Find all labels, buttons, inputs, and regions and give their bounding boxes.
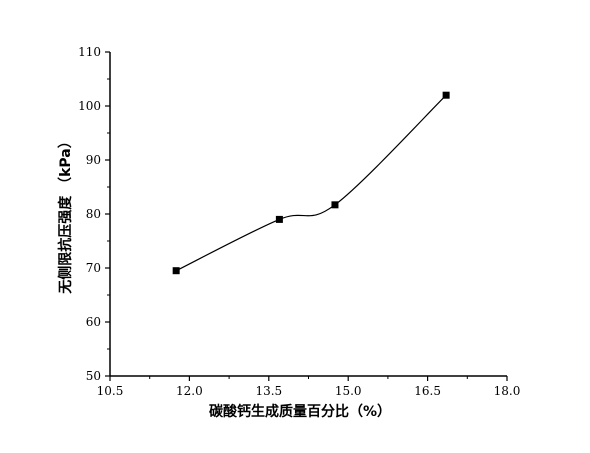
y-tick-label: 110 <box>78 45 101 59</box>
y-tick-label: 60 <box>86 315 101 329</box>
data-point <box>442 91 450 99</box>
x-axis-ticks: 10.5 12.0 13.5 15.0 16.5 18.0 <box>97 376 521 398</box>
x-tick-label: 16.5 <box>414 384 441 398</box>
y-tick-label: 80 <box>86 207 101 221</box>
y-tick-label: 50 <box>86 369 101 383</box>
y-axis-ticks: 50 60 70 80 90 100 110 <box>78 45 110 383</box>
data-point <box>172 267 180 275</box>
x-tick-label: 18.0 <box>494 384 521 398</box>
data-point <box>275 215 283 223</box>
data-point <box>331 201 339 209</box>
series-line <box>175 94 447 272</box>
series-markers <box>172 91 450 275</box>
x-tick-label: 12.0 <box>176 384 203 398</box>
y-axis-title: 无侧限抗压强度 （kPa） <box>57 134 74 295</box>
x-tick-label: 10.5 <box>97 384 124 398</box>
x-tick-label: 15.0 <box>335 384 362 398</box>
y-tick-label: 90 <box>86 153 101 167</box>
y-tick-label: 70 <box>86 261 101 275</box>
x-axis-title: 碳酸钙生成质量百分比（%） <box>209 403 391 420</box>
y-tick-label: 100 <box>78 99 101 113</box>
plot-area <box>109 52 507 377</box>
x-tick-label: 13.5 <box>255 384 282 398</box>
